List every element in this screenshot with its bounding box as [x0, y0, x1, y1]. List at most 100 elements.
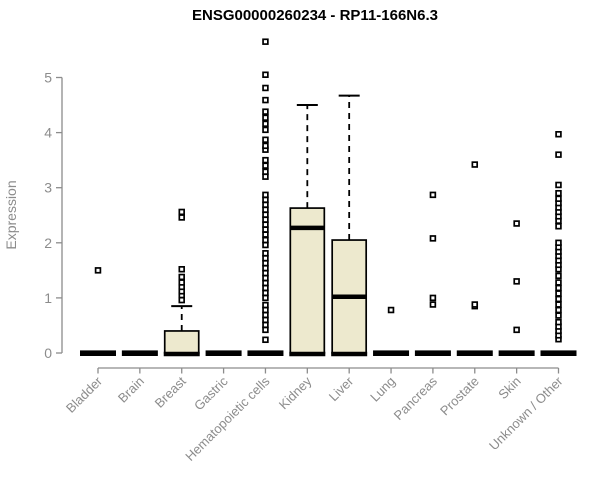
box-group-brain [121, 350, 158, 356]
outlier-point [262, 321, 269, 329]
outlier-point [262, 254, 269, 262]
y-tick-label: 2 [44, 235, 52, 251]
y-tick-label: 3 [44, 180, 52, 196]
outlier-point [262, 216, 269, 223]
outlier-point [555, 295, 562, 303]
box-group-liver [331, 94, 368, 357]
outlier-point [513, 326, 520, 334]
x-category-label: Prostate [437, 374, 482, 419]
outlier-point [555, 272, 562, 280]
collapsed-box-bar [456, 350, 493, 356]
outlier-point [555, 312, 562, 319]
outlier-point [262, 38, 269, 45]
outlier-point [262, 136, 269, 144]
box-body [163, 330, 200, 354]
outlier-point [262, 259, 269, 267]
y-tick-label: 4 [44, 125, 52, 141]
outlier-point [262, 301, 269, 309]
outlier-point [262, 201, 269, 209]
outlier-point [262, 162, 269, 169]
box-group-skin [498, 220, 535, 356]
box-group-breast [163, 208, 200, 357]
collapsed-box-bar [205, 350, 242, 356]
outlier-point [513, 278, 520, 285]
outlier-point [262, 294, 269, 302]
x-category-label: Lung [367, 374, 398, 405]
collapsed-box-bar [414, 350, 451, 356]
x-category-label: Skin [495, 374, 523, 402]
outlier-point [262, 142, 269, 150]
x-category-label: Pancreas [391, 373, 441, 423]
y-axis-label: Expression [3, 180, 19, 249]
collapsed-box-bar [121, 350, 158, 356]
outlier-point [262, 306, 269, 314]
outlier-point [262, 108, 269, 115]
outlier-point [262, 191, 269, 199]
outlier-point [555, 290, 562, 297]
outlier-point [262, 289, 269, 297]
x-category-label: Unknown / Other [486, 373, 566, 453]
outlier-point [262, 241, 269, 249]
x-category-label: Gastric [191, 373, 231, 413]
outlier-point [262, 206, 269, 213]
outlier-point [94, 267, 102, 274]
collapsed-box-bar [498, 350, 535, 356]
outlier-point [262, 269, 269, 277]
x-category-label: Breast [152, 373, 189, 410]
collapsed-box-bar [80, 350, 116, 356]
outlier-point [262, 196, 269, 204]
outlier-point [555, 189, 562, 197]
outlier-point [429, 235, 437, 242]
outlier-point [471, 161, 479, 168]
outlier-point [555, 284, 562, 292]
outlier-point [262, 264, 269, 272]
outlier-point [555, 223, 562, 230]
x-category-label: Liver [326, 373, 357, 404]
box-group-pancreas [414, 191, 451, 356]
outlier-point [262, 221, 269, 228]
outlier-point [471, 301, 479, 308]
outlier-point [262, 250, 269, 257]
outlier-point [555, 239, 562, 247]
outlier-point [555, 131, 562, 138]
box-group-bladder [80, 267, 116, 356]
chart-title: ENSG00000260234 - RP11-166N6.3 [192, 7, 438, 24]
outlier-point [387, 306, 395, 314]
outlier-point [429, 294, 437, 302]
outlier-point [555, 151, 562, 158]
box-group-lung [373, 306, 410, 356]
outlier-point [262, 231, 269, 238]
box-group-prostate [456, 161, 493, 356]
box-group-hematopoietic-cells [247, 38, 284, 356]
outlier-point [429, 301, 437, 308]
outlier-point [262, 226, 269, 233]
outlier-point [262, 311, 269, 319]
outlier-point [262, 71, 269, 78]
outlier-point [262, 284, 269, 292]
outlier-point [555, 318, 562, 326]
outlier-point [262, 96, 269, 104]
y-tick-label: 1 [44, 290, 52, 306]
outlier-point [429, 191, 437, 199]
box-group-kidney [289, 104, 326, 357]
outlier-point [262, 274, 269, 282]
box-group-gastric [205, 350, 242, 356]
outlier-point [178, 208, 185, 216]
outlier-point [555, 181, 562, 189]
box-group-unknown-other [540, 131, 577, 356]
outlier-point [262, 316, 269, 324]
outlier-point [178, 273, 185, 281]
x-category-label: Bladder [63, 373, 106, 416]
outlier-point [555, 195, 562, 202]
collapsed-box-bar [373, 350, 410, 356]
outlier-point [262, 126, 269, 134]
outlier-point [262, 326, 269, 334]
outlier-point [262, 168, 269, 175]
y-tick-label: 5 [44, 70, 52, 86]
outlier-point [262, 236, 269, 244]
outlier-point [262, 84, 269, 92]
outlier-point [262, 114, 269, 121]
x-category-label: Kidney [276, 373, 315, 412]
